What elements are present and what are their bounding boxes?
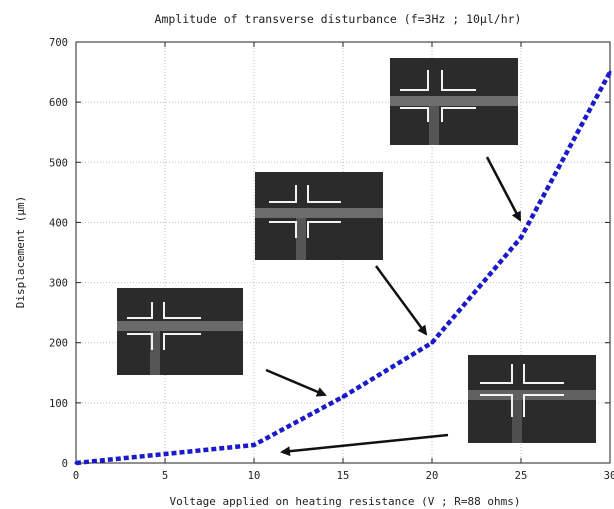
y-tick-label: 400 <box>49 217 68 229</box>
data-point <box>341 395 345 399</box>
chart-title: Amplitude of transverse disturbance (f=3… <box>155 12 522 26</box>
x-tick-label: 0 <box>73 470 79 482</box>
data-point <box>430 341 434 345</box>
series-line <box>75 71 612 466</box>
y-tick-label: 700 <box>49 37 68 49</box>
y-tick-label: 200 <box>49 338 68 350</box>
x-axis-label: Voltage applied on heating resistance (V… <box>170 495 521 508</box>
arrow-inset-1 <box>265 368 327 397</box>
micrograph-inset-3 <box>390 58 518 145</box>
y-tick-label: 0 <box>62 458 68 470</box>
data-point <box>252 443 256 447</box>
micrograph-inset-4 <box>468 355 596 443</box>
x-tick-label: 15 <box>337 470 350 482</box>
arrow-inset-2 <box>374 265 428 336</box>
data-points <box>74 70 612 465</box>
data-point <box>74 461 78 465</box>
x-tick-label: 25 <box>515 470 528 482</box>
y-axis-label: Displacement (µm) <box>14 196 27 309</box>
x-tick-label: 20 <box>426 470 439 482</box>
y-tick-label: 100 <box>49 398 68 410</box>
y-ticks: 0 100 200 300 400 500 600 700 <box>49 37 610 470</box>
arrow-inset-4 <box>280 433 449 457</box>
y-tick-label: 500 <box>49 157 68 169</box>
y-tick-label: 300 <box>49 278 68 290</box>
x-tick-label: 5 <box>162 470 168 482</box>
y-tick-label: 600 <box>49 97 68 109</box>
micrograph-inset-2 <box>255 172 383 260</box>
x-ticks: 0 5 10 15 20 25 30 <box>73 42 614 482</box>
data-point <box>608 70 612 74</box>
data-point <box>519 235 523 239</box>
series-group <box>75 71 612 466</box>
x-tick-label: 30 <box>604 470 614 482</box>
arrow-inset-3 <box>485 156 522 222</box>
x-tick-label: 10 <box>248 470 261 482</box>
micrograph-inset-1 <box>117 288 243 375</box>
